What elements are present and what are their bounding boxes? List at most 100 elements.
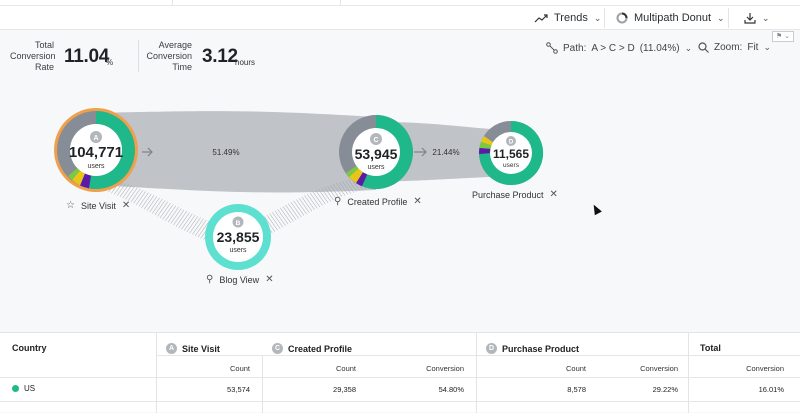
close-icon[interactable]: ✕ — [549, 189, 558, 200]
arrow-right-icon — [414, 147, 427, 157]
close-icon[interactable]: ✕ — [413, 196, 422, 207]
arrow-right-icon — [142, 147, 153, 157]
node-count: 23,855 — [217, 229, 260, 245]
subheader-count: Count — [565, 364, 586, 373]
multipath-donut-chart: 51.49% 21.44% A 104,771 users B 23,855 u… — [54, 108, 544, 270]
cell-d-count: 8,578 — [567, 385, 586, 394]
trend-line-icon — [534, 13, 548, 22]
visualization-dropdown[interactable]: Multipath Donut ⌄ — [616, 10, 725, 26]
avg-conversion-label: Average Conversion Time — [146, 40, 192, 72]
node-label-blog-view: ⚲ Blog View ✕ — [206, 274, 274, 285]
zoom-selector[interactable]: Zoom: Fit ⌄ — [698, 42, 771, 53]
zoom-icon — [698, 42, 709, 53]
node-unit: users — [87, 163, 105, 170]
subheader-count: Count — [335, 364, 356, 373]
close-icon[interactable]: ✕ — [265, 274, 274, 285]
step-badge: C — [272, 343, 283, 354]
column-header-purchase-product[interactable]: D Purchase Product — [486, 343, 579, 354]
node-badge — [90, 131, 102, 143]
cell-a-count: 53,574 — [227, 385, 250, 394]
svg-text:B: B — [236, 220, 241, 227]
breakdown-table: Country A Site Visit C Created Profile D… — [0, 332, 800, 413]
total-conversion-value: 11.04 — [64, 46, 109, 67]
avg-conversion-value: 3.12 — [202, 46, 238, 67]
node-count: 53,945 — [355, 146, 398, 162]
node-count: 11,565 — [493, 147, 529, 161]
avg-conversion-unit: hours — [235, 58, 256, 67]
node-created-profile[interactable]: C 53,945 users — [339, 115, 413, 189]
path-nodes-icon — [546, 42, 558, 54]
table-row-country[interactable]: US — [12, 384, 35, 393]
chevron-down-icon: ⌄ — [763, 42, 771, 52]
total-conversion-label: Total Conversion Rate — [10, 40, 56, 72]
node-badge — [370, 133, 382, 145]
column-divider — [156, 333, 157, 413]
path-label: Path: — [563, 42, 587, 54]
subheader-count: Count — [229, 364, 250, 373]
chevron-down-icon: ⌄ — [717, 12, 725, 23]
download-icon — [744, 13, 756, 24]
cell-c-conversion: 54.80% — [438, 385, 464, 394]
node-unit: users — [229, 247, 247, 254]
step-badge: A — [166, 343, 177, 354]
star-icon[interactable]: ☆ — [66, 200, 75, 211]
path-percent: (11.04%) — [639, 42, 680, 54]
cell-total-conversion: 16.01% — [758, 385, 784, 394]
chart-toolbar: Trends ⌄ Multipath Donut ⌄ ⌄ — [0, 6, 800, 30]
strip-divider — [340, 0, 341, 6]
svg-text:C: C — [373, 137, 378, 144]
node-unit: users — [367, 164, 385, 171]
subheader-conversion: Conversion — [746, 364, 784, 373]
subheader-conversion: Conversion — [426, 364, 464, 373]
column-divider — [476, 333, 477, 413]
column-header-created-profile[interactable]: C Created Profile — [272, 343, 352, 354]
donut-icon — [616, 12, 628, 24]
column-header-total[interactable]: Total — [700, 343, 721, 353]
trends-label: Trends — [554, 12, 588, 24]
cell-d-conversion: 29.22% — [652, 385, 678, 394]
column-header-country[interactable]: Country — [12, 343, 47, 353]
total-conversion-unit: % — [106, 58, 114, 67]
svg-text:D: D — [509, 140, 514, 146]
chevron-down-icon: ⌄ — [593, 12, 602, 23]
flag-menu-button[interactable]: ⚑ ⌄ — [772, 31, 794, 42]
close-icon[interactable]: ✕ — [121, 200, 131, 211]
flow-a-to-b[interactable] — [96, 175, 238, 250]
node-label-purchase-product: Purchase Product ✕ — [472, 189, 558, 200]
trends-dropdown[interactable]: Trends ⌄ — [534, 10, 601, 26]
subheader-conversion: Conversion — [640, 364, 678, 373]
node-blog-view[interactable]: B 23,855 users — [205, 204, 271, 270]
export-dropdown[interactable]: ⌄ — [744, 10, 770, 26]
path-selector[interactable]: Path: A > C > D (11.04%) ⌄ — [546, 42, 692, 54]
multipath-canvas: 51.49% 21.44% A 104,771 users B 23,855 u… — [0, 80, 800, 330]
column-divider — [688, 333, 689, 413]
top-strip — [0, 0, 800, 6]
step-badge: D — [486, 343, 497, 354]
node-unit: users — [503, 162, 520, 169]
zoom-label: Zoom: — [714, 42, 743, 53]
metrics-divider — [138, 40, 139, 72]
pin-icon[interactable]: ⚲ — [334, 196, 342, 207]
header-divider — [156, 355, 800, 356]
column-divider — [262, 355, 263, 413]
flow-b-to-c[interactable] — [238, 175, 376, 248]
flow-a-to-c[interactable] — [96, 111, 376, 193]
pin-icon[interactable]: ⚲ — [206, 274, 214, 285]
visualization-label: Multipath Donut — [634, 12, 712, 24]
node-badge — [232, 216, 244, 228]
flow-a-to-c-percent: 51.49% — [212, 148, 239, 157]
node-purchase-product[interactable]: D 11,565 users — [478, 120, 544, 185]
path-value: A > C > D — [591, 42, 635, 54]
node-label-created-profile: ⚲ Created Profile ✕ — [334, 196, 422, 207]
node-badge — [506, 136, 516, 146]
zoom-value: Fit — [747, 42, 759, 53]
svg-text:A: A — [93, 135, 98, 142]
strip-divider — [172, 0, 173, 6]
node-site-visit[interactable]: A 104,771 users — [54, 108, 138, 192]
toolbar-divider — [728, 8, 729, 28]
series-color-dot — [12, 385, 19, 392]
node-label-site-visit: ☆ Site Visit ✕ — [66, 200, 131, 211]
chevron-down-icon: ⌄ — [684, 42, 693, 53]
column-header-site-visit[interactable]: A Site Visit — [166, 343, 220, 354]
toolbar-divider — [604, 8, 605, 28]
